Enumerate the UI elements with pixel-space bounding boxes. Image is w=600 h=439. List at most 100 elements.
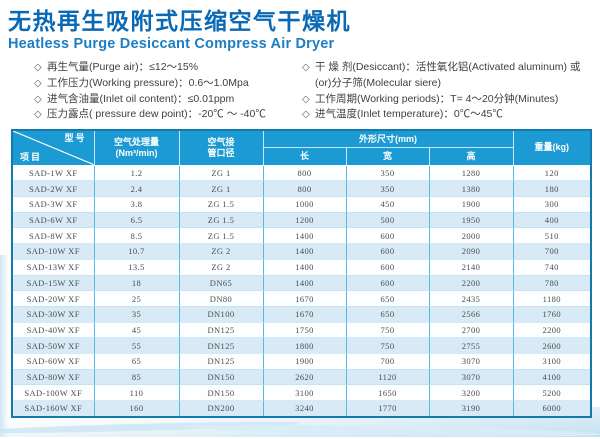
table-cell: 3070 [428, 353, 514, 370]
table-cell: 750 [345, 337, 430, 354]
table-cell: 3.8 [93, 196, 180, 213]
table-cell: 2200 [428, 275, 514, 292]
table-cell: 18 [93, 275, 180, 292]
spec-item-inlet-oil-content: ◇ 进气含油量(Inlet oil content)：≤0.01ppm [34, 92, 302, 108]
diamond-bullet-icon: ◇ [34, 77, 42, 89]
table-cell: 1900 [262, 353, 347, 370]
page-title-chinese: 无热再生吸附式压缩空气干燥机 [8, 8, 351, 34]
table-cell: 110 [93, 384, 180, 401]
table-cell: ZG 1.5 [178, 212, 264, 229]
header-dim-height: 高 [428, 147, 514, 166]
spec-table-body: SAD-1W XF 1.2 ZG 1 800 350 1280 120 SAD-2W XF 2.… [11, 165, 592, 418]
table-cell: SAD-40W XF [11, 322, 95, 339]
diamond-bullet-icon: ◇ [34, 93, 42, 105]
table-cell: 13.5 [93, 259, 180, 276]
table-cell: DN65 [178, 275, 264, 292]
table-cell: SAD-8W XF [11, 227, 95, 245]
table-cell: 1120 [345, 369, 430, 386]
table-cell: DN125 [178, 337, 264, 354]
table-cell: 4100 [512, 369, 592, 386]
table-cell: 350 [345, 180, 430, 198]
table-cell: ZG 1.5 [178, 196, 264, 213]
table-cell: 740 [512, 259, 592, 276]
table-row: SAD-20W XF 25 DN80 1670 650 2435 1180 [11, 290, 592, 307]
table-cell: DN200 [178, 400, 264, 418]
table-cell: 3200 [428, 384, 514, 401]
table-cell: 1.2 [93, 165, 180, 182]
table-cell: 5200 [512, 384, 592, 401]
spec-text: 压力露点( pressure dew point)：-20℃ ～ -40℃ [47, 108, 266, 121]
table-cell: 1180 [512, 290, 592, 307]
table-cell: 350 [345, 165, 430, 182]
table-row: SAD-160W XF 160 DN200 3240 1770 3190 6000 [11, 400, 592, 418]
table-row: SAD-13W XF 13.5 ZG 2 1400 600 2140 740 [11, 259, 592, 276]
spec-item-pressure-dew-point: ◇ 压力露点( pressure dew point)：-20℃ ～ -40℃ [34, 107, 302, 123]
table-cell: 450 [345, 196, 430, 213]
spec-column-left: ◇ 再生气量(Purge air)：≤12～15% ◇ 工作压力(Working… [34, 60, 302, 123]
table-cell: ZG 1.5 [178, 227, 264, 245]
table-row: SAD-40W XF 45 DN125 1750 750 2700 2200 [11, 322, 592, 339]
table-cell: 510 [512, 227, 592, 245]
table-cell: 45 [93, 322, 180, 339]
table-cell: 2700 [428, 322, 514, 339]
table-row: SAD-50W XF 55 DN125 1800 750 2755 2600 [11, 337, 592, 354]
table-cell: 1280 [428, 165, 514, 182]
table-cell: 6.5 [93, 212, 180, 229]
table-cell: 1670 [262, 306, 347, 323]
table-row: SAD-30W XF 35 DN100 1670 650 2566 1760 [11, 306, 592, 323]
table-cell: ZG 1 [178, 165, 264, 182]
table-cell: SAD-50W XF [11, 337, 95, 354]
table-cell: 2755 [428, 337, 514, 354]
table-cell: 2600 [512, 337, 592, 354]
spec-text: 工作周期(Working periods)：T= 4～20分钟(Minutes) [315, 92, 559, 105]
table-cell: ZG 2 [178, 259, 264, 276]
table-cell: 1750 [262, 322, 347, 339]
table-cell: 2090 [428, 243, 514, 260]
table-cell: 800 [262, 180, 347, 198]
table-row: SAD-60W XF 65 DN125 1900 700 3070 3100 [11, 353, 592, 370]
table-cell: 6000 [512, 400, 592, 418]
table-cell: 3240 [262, 400, 347, 418]
table-cell: 600 [345, 259, 430, 276]
header-corner-cell: 型号 项目 [11, 129, 95, 166]
header-pipe-diameter: 空气接 管口径 [178, 129, 264, 166]
header-dimensions-group: 外形尺寸(mm) [262, 129, 514, 149]
table-cell: 2.4 [93, 180, 180, 198]
table-row: SAD-1W XF 1.2 ZG 1 800 350 1280 120 [11, 165, 592, 182]
table-cell: SAD-3W XF [11, 196, 95, 213]
table-cell: 700 [345, 353, 430, 370]
table-cell: SAD-6W XF [11, 212, 95, 229]
header-air-capacity-line1: 空气处理量 [113, 136, 159, 147]
table-cell: 2620 [262, 369, 347, 386]
spec-item-desiccant: ◇ 干 燥 剂(Desiccant)：活性氧化铝(Activated alumi… [302, 60, 594, 92]
table-cell: ZG 2 [178, 243, 264, 260]
table-cell: 700 [512, 243, 592, 260]
spec-text: 进气含油量(Inlet oil content)：≤0.01ppm [47, 92, 235, 105]
header-model-label: 型号 [64, 133, 87, 144]
table-cell: 750 [345, 322, 430, 339]
table-cell: 35 [93, 306, 180, 323]
spec-table-header: 型号 项目 空气处理量 (Nm³/min) 空气接 管口径 外形尺寸(mm) 重… [11, 129, 592, 166]
table-cell: 2566 [428, 306, 514, 323]
diamond-bullet-icon: ◇ [302, 93, 310, 105]
table-cell: 1760 [512, 306, 592, 323]
background-left-edge [0, 255, 9, 437]
table-cell: 65 [93, 353, 180, 370]
table-cell: 1770 [345, 400, 430, 418]
table-cell: SAD-2W XF [11, 180, 95, 198]
table-row: SAD-15W XF 18 DN65 1400 600 2200 780 [11, 275, 592, 292]
table-cell: 160 [93, 400, 180, 418]
table-cell: SAD-20W XF [11, 290, 95, 307]
spec-column-right: ◇ 干 燥 剂(Desiccant)：活性氧化铝(Activated alumi… [302, 60, 594, 123]
table-cell: 780 [512, 275, 592, 292]
table-cell: SAD-30W XF [11, 306, 95, 323]
spec-item-working-pressure: ◇ 工作压力(Working pressure)：0.6～1.0Mpa [34, 76, 302, 92]
table-cell: 1400 [262, 275, 347, 292]
table-cell: 1200 [262, 212, 347, 229]
spec-bullets: ◇ 再生气量(Purge air)：≤12～15% ◇ 工作压力(Working… [34, 60, 600, 123]
diamond-bullet-icon: ◇ [34, 109, 42, 121]
table-cell: DN125 [178, 322, 264, 339]
spec-text: 干 燥 剂(Desiccant)：活性氧化铝(Activated aluminu… [315, 61, 581, 89]
table-cell: 8.5 [93, 227, 180, 245]
table-cell: ZG 1 [178, 180, 264, 198]
